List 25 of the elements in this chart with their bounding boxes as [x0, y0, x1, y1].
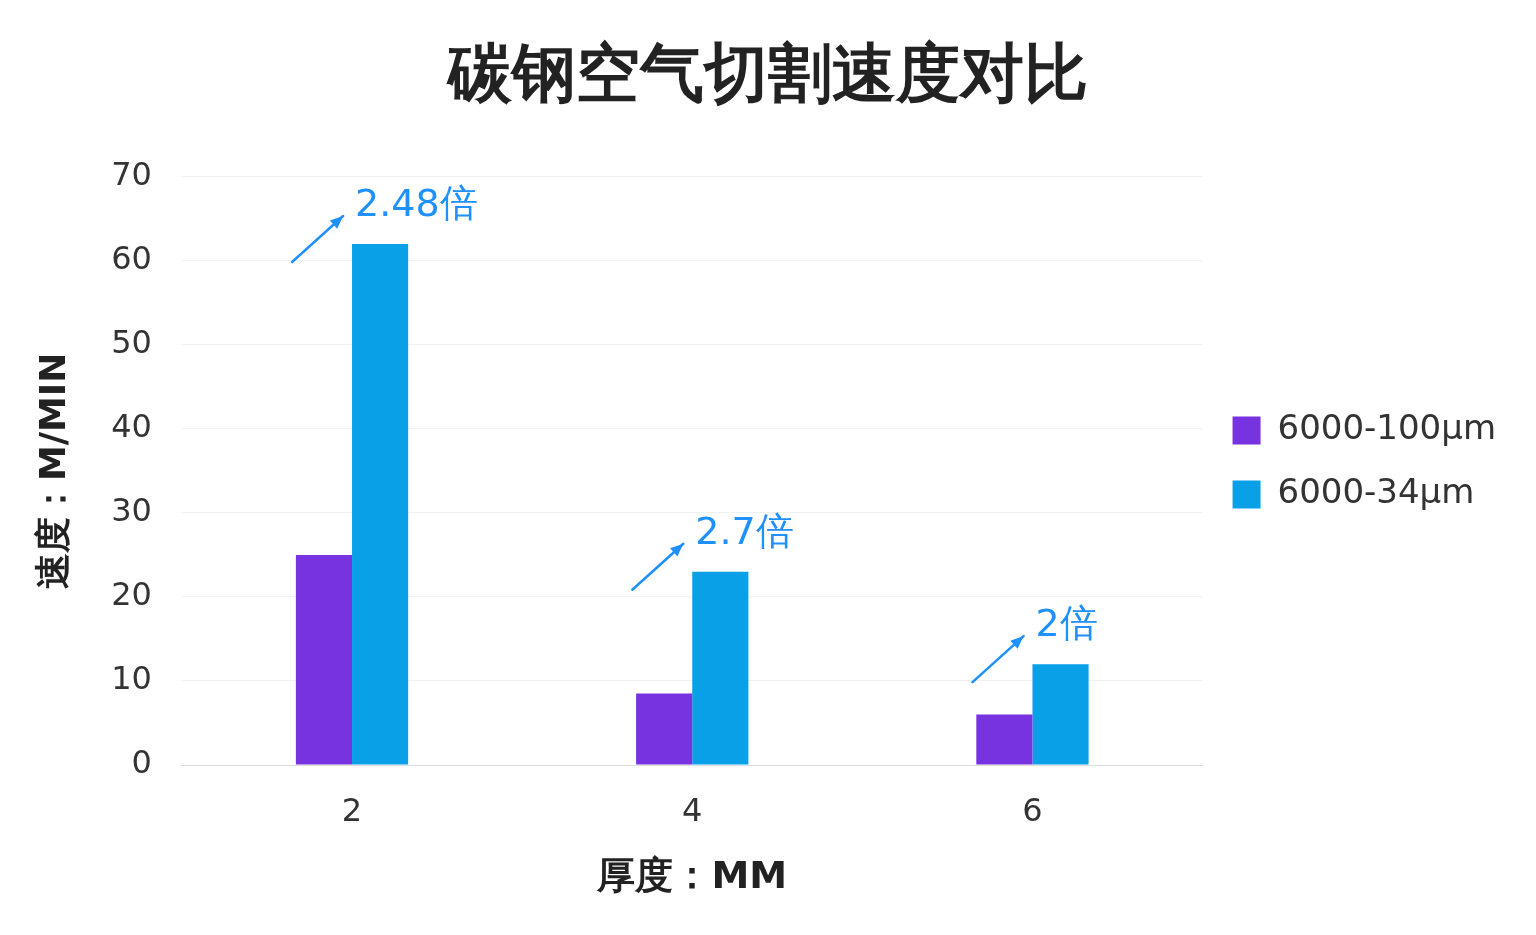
bar — [636, 693, 693, 765]
y-tick-label: 10 — [111, 659, 152, 698]
y-tick-label: 40 — [111, 407, 152, 446]
y-tick-label: 20 — [111, 575, 152, 614]
y-axis-title: 速度：M/MIN — [31, 352, 73, 590]
bar — [352, 244, 409, 765]
annotation: 2.48倍 — [355, 180, 478, 225]
y-tick-label: 60 — [111, 239, 152, 278]
x-axis-title: 厚度：MM — [596, 853, 788, 898]
y-tick-label: 30 — [111, 491, 152, 530]
x-tick-label: 6 — [1022, 790, 1043, 829]
annotation: 2.7倍 — [695, 508, 794, 553]
chart-title: 碳钢空气切割速度对比 — [446, 35, 1088, 111]
legend-label: 6000-34µm — [1277, 471, 1475, 512]
y-tick-label: 50 — [111, 323, 152, 362]
x-tick-label: 4 — [682, 790, 703, 829]
bar — [1032, 664, 1089, 765]
legend-label: 6000-100µm — [1277, 407, 1497, 448]
bar — [976, 714, 1033, 765]
bar — [692, 571, 749, 765]
y-tick-label: 70 — [111, 155, 152, 194]
y-tick-label: 0 — [131, 743, 152, 782]
bar — [295, 554, 353, 765]
x-tick-label: 2 — [341, 790, 363, 829]
annotation: 2倍 — [1035, 601, 1098, 646]
